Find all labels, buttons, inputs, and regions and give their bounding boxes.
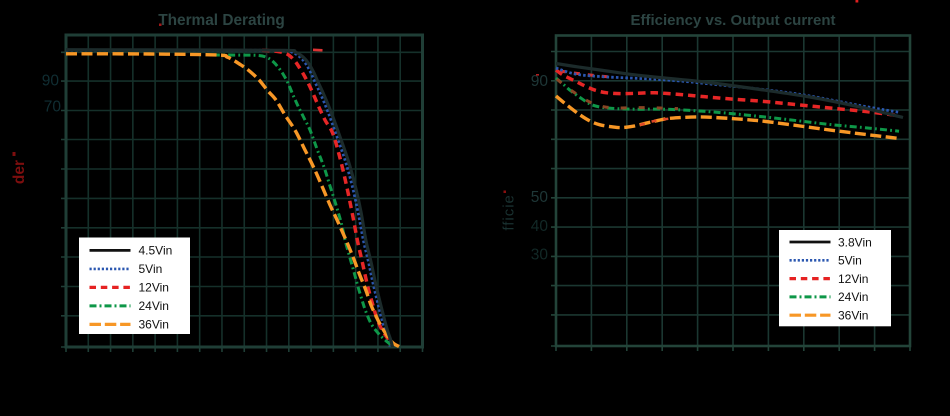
svg-text:4.5Vin: 4.5Vin [139, 244, 173, 258]
svg-text:70: 70 [44, 98, 62, 115]
svg-text:5Vin: 5Vin [139, 262, 163, 276]
svg-text:der: der [11, 160, 28, 184]
svg-text:40: 40 [531, 218, 549, 235]
svg-text:Efficiency vs. Output current: Efficiency vs. Output current [630, 12, 835, 29]
svg-text:Thermal Derating: Thermal Derating [158, 12, 285, 29]
svg-text:50: 50 [531, 189, 549, 206]
svg-text:90: 90 [42, 72, 60, 89]
svg-text:5Vin: 5Vin [838, 254, 862, 268]
svg-text:24Vin: 24Vin [139, 299, 169, 313]
svg-text:24Vin: 24Vin [838, 290, 868, 304]
svg-text:12Vin: 12Vin [838, 272, 868, 286]
svg-text:fficie: fficie [501, 194, 518, 231]
svg-text:12Vin: 12Vin [139, 281, 169, 295]
svg-text:36Vin: 36Vin [838, 309, 868, 323]
svg-text:36Vin: 36Vin [139, 318, 169, 332]
svg-text:90: 90 [531, 73, 549, 90]
svg-text:3.8Vin: 3.8Vin [838, 235, 872, 249]
svg-text:30: 30 [531, 247, 549, 264]
